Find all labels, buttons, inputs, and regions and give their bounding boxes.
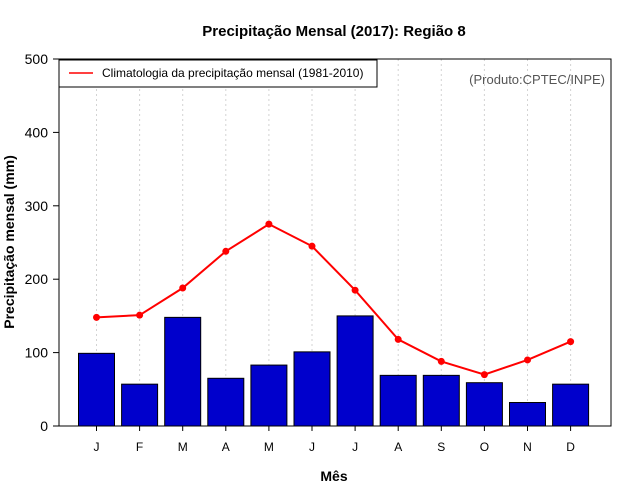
chart-title: Precipitação Mensal (2017): Região 8: [202, 23, 465, 40]
bar-4: [207, 377, 245, 427]
x-tick-label: M: [264, 440, 274, 454]
legend: Climatologia da precipitação mensal (198…: [58, 59, 378, 88]
bar-9: [422, 374, 460, 427]
bar-5: [250, 364, 288, 427]
bar-12: [552, 383, 590, 427]
y-tick-label: 0: [40, 418, 48, 434]
climatology-point-3: [179, 284, 187, 292]
plot-frame: [58, 58, 612, 427]
climatology-point-6: [308, 242, 316, 250]
bar-1: [78, 352, 115, 427]
bar-11: [509, 402, 546, 427]
bar-2: [121, 383, 159, 427]
climatology-point-2: [136, 311, 144, 319]
y-tick-label: 400: [25, 124, 49, 140]
bar-3: [164, 316, 202, 427]
x-axis-label: Mês: [320, 468, 347, 484]
x-tick-label: D: [566, 440, 575, 454]
bar-8: [379, 374, 417, 427]
climatology-line: [96, 223, 571, 376]
climatology-series: [93, 220, 575, 379]
y-tick-label: 100: [25, 345, 49, 361]
climatology-point-11: [524, 356, 531, 364]
x-tick-label: A: [394, 440, 402, 454]
y-tick-label: 300: [25, 198, 49, 214]
x-tick-label: J: [309, 440, 315, 454]
climatology-point-5: [265, 220, 273, 228]
climatology-point-12: [567, 338, 575, 346]
x-tick-label: J: [352, 440, 358, 454]
y-axis-label: Precipitação mensal (mm): [1, 155, 17, 329]
climatology-point-1: [93, 313, 100, 321]
x-tick-label: M: [178, 440, 188, 454]
x-tick-label: F: [136, 440, 143, 454]
y-axis: 0 100 200 300 400 500: [25, 51, 59, 434]
climatology-point-7: [351, 286, 359, 294]
bar-7: [336, 315, 374, 427]
bar-10: [465, 382, 503, 427]
climatology-point-8: [394, 335, 402, 343]
climatology-point-9: [437, 357, 445, 365]
climatology-point-4: [222, 247, 230, 255]
x-tick-label: O: [480, 440, 489, 454]
legend-entry-climatology: Climatologia da precipitação mensal (198…: [102, 66, 363, 80]
y-tick-label: 500: [25, 51, 49, 67]
x-tick-label: N: [523, 440, 532, 454]
x-tick-label: A: [222, 440, 230, 454]
x-tick-label: J: [94, 440, 100, 454]
y-tick-label: 200: [25, 271, 49, 287]
source-credit: (Produto:CPTEC/INPE): [469, 72, 605, 87]
legend-box: [58, 59, 378, 88]
bar-6: [293, 351, 331, 427]
climatology-point-10: [480, 371, 488, 379]
x-tick-label: S: [437, 440, 445, 454]
bar-series: [78, 315, 590, 427]
